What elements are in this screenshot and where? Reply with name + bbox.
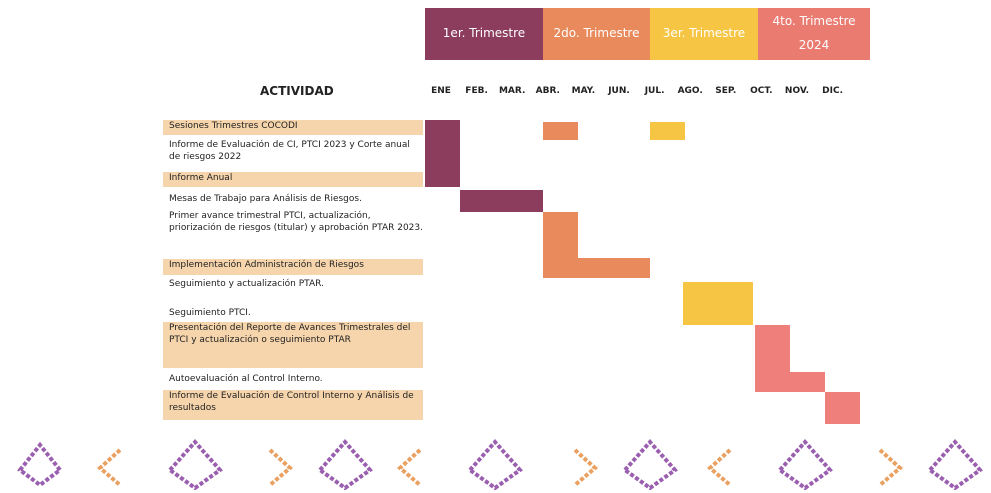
gantt-bar: [825, 392, 860, 424]
gantt-bar: [683, 282, 753, 325]
gantt-bar: [460, 190, 543, 212]
quarter-header: 4to. Trimestre 2024: [758, 8, 870, 60]
activity: Sesiones Trimestres COCODI: [163, 120, 423, 135]
month-label: MAY.: [571, 86, 596, 96]
gantt-bar: [755, 372, 825, 392]
decorative-border: [17, 438, 983, 490]
quarter-header: 3er. Trimestre: [650, 8, 758, 60]
activity: Autoevaluación al Control Interno.: [169, 374, 323, 384]
month-label: AGO.: [677, 86, 703, 96]
month-label: ENE: [431, 86, 451, 96]
month-label: OCT.: [750, 86, 773, 96]
activity: Seguimiento y actualización PTAR.: [169, 279, 324, 289]
month-label: ABR.: [535, 86, 560, 96]
month-label: JUL.: [644, 86, 665, 96]
activity: Informe de Evaluación de CI, PTCI 2023 y…: [169, 140, 410, 162]
month-label: FEB.: [465, 86, 488, 96]
gantt-bar: [543, 122, 578, 140]
activity-heading: ACTIVIDAD: [260, 84, 334, 98]
year: 2024: [798, 38, 830, 52]
month-label: SEP.: [715, 86, 737, 96]
quarter-label: 4to. Trimestre: [772, 14, 856, 28]
month-label: JUN.: [608, 86, 630, 96]
quarter-header: 1er. Trimestre: [425, 8, 543, 60]
gantt-bar: [650, 122, 685, 140]
activity: Presentación del Reporte de Avances Trim…: [163, 322, 423, 368]
activity: Informe Anual: [163, 172, 423, 187]
month-label: MAR.: [498, 86, 526, 96]
activity: Informe de Evaluación de Control Interno…: [163, 390, 423, 420]
gantt-bar: [425, 120, 460, 187]
activity: Implementación Administración de Riesgos: [163, 259, 423, 275]
gantt-bar: [543, 258, 650, 278]
quarter-header: 2do. Trimestre: [543, 8, 650, 60]
month-label: NOV.: [784, 86, 810, 96]
activity: Primer avance trimestral PTCI, actualiza…: [169, 211, 423, 233]
month-label: DIC.: [822, 86, 844, 96]
activity: Seguimiento PTCI.: [169, 308, 251, 318]
activity: Mesas de Trabajo para Análisis de Riesgo…: [169, 194, 362, 204]
